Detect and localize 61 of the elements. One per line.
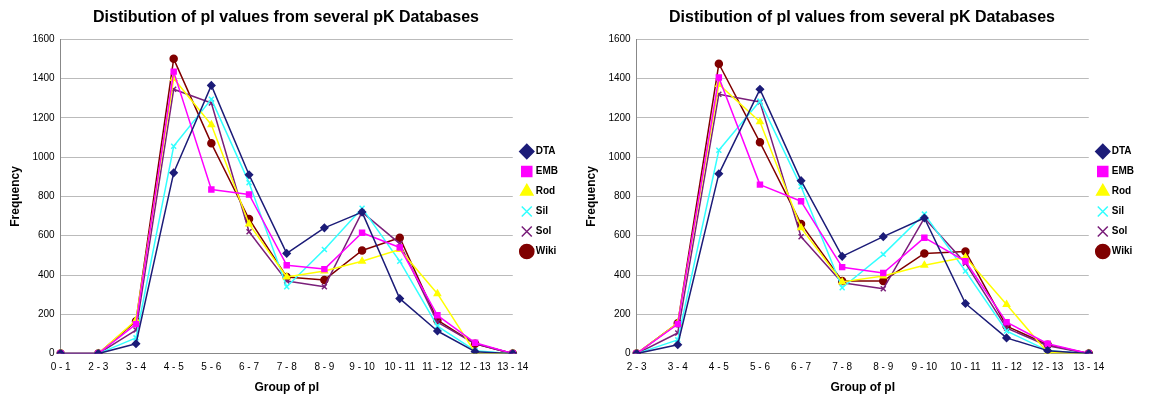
y-tick-label: 600 (37, 229, 56, 241)
x-tick-label: 0 - 1 (50, 361, 72, 373)
x-tick-label: 13 - 14 (1073, 361, 1105, 373)
x-tick-label: 6 - 7 (239, 361, 260, 373)
y-axis-title: Frequency (7, 165, 22, 227)
y-tick-label: 1000 (32, 150, 56, 162)
y-tick-label: 1400 (32, 72, 56, 84)
x-tick-label: 8 - 9 (873, 361, 894, 373)
y-tick-label: 0 (49, 347, 56, 359)
x-tick-label: 10 - 11 (950, 361, 982, 373)
legend-label: Sol (1111, 225, 1128, 237)
x-tick-label: 4 - 5 (708, 361, 730, 373)
x-tick-label: 5 - 6 (749, 361, 771, 373)
x-tick-label: 9 - 10 (349, 361, 376, 373)
y-tick-label: 400 (37, 268, 56, 280)
y-tick-label: 1000 (608, 150, 632, 162)
chart-title: Distibution of pI values from several pK Databases (669, 8, 1056, 26)
legend-label: Rod (535, 185, 556, 197)
x-axis-title: Group of pI (830, 380, 896, 395)
x-tick-label: 3 - 4 (667, 361, 689, 373)
y-tick-label: 1200 (608, 111, 632, 123)
x-tick-label: 9 - 10 (911, 361, 938, 373)
y-tick-label: 800 (613, 190, 632, 202)
legend-label: EMB (1111, 165, 1135, 177)
y-tick-label: 1600 (608, 32, 632, 44)
x-tick-label: 3 - 4 (125, 361, 147, 373)
y-tick-label: 200 (37, 308, 56, 320)
y-tick-label: 600 (613, 229, 632, 241)
x-tick-label: 6 - 7 (791, 361, 812, 373)
chart-title: Distibution of pI values from several pK Databases (93, 8, 480, 26)
y-tick-label: 1600 (32, 32, 56, 44)
y-tick-label: 1400 (608, 72, 632, 84)
legend-label: DTA (1111, 145, 1132, 157)
y-tick-label: 200 (613, 308, 632, 320)
legend-label: Sil (1111, 205, 1125, 217)
x-tick-label: 7 - 8 (832, 361, 853, 373)
y-tick-label: 400 (613, 268, 632, 280)
y-tick-label: 0 (625, 347, 632, 359)
x-tick-label: 5 - 6 (201, 361, 222, 373)
x-tick-label: 12 - 13 (459, 361, 492, 373)
y-axis-title: Frequency (583, 165, 598, 227)
legend-label: Sol (535, 225, 552, 237)
x-tick-label: 13 - 14 (497, 361, 529, 373)
y-tick-label: 1200 (32, 111, 56, 123)
x-tick-label: 10 - 11 (384, 361, 416, 373)
legend-label: DTA (535, 145, 556, 157)
legend-label: EMB (535, 165, 559, 177)
x-tick-label: 11 - 12 (991, 361, 1023, 373)
x-tick-label: 7 - 8 (276, 361, 298, 373)
x-tick-label: 2 - 3 (626, 361, 648, 373)
y-tick-label: 800 (37, 190, 56, 202)
x-axis-title: Group of pI (254, 380, 320, 395)
legend-label: Rod (1111, 185, 1132, 197)
x-tick-label: 4 - 5 (163, 361, 185, 373)
legend-label: Sil (535, 205, 549, 217)
legend-label: Wiki (535, 245, 557, 257)
legend-label: Wiki (1111, 245, 1133, 257)
x-tick-label: 8 - 9 (314, 361, 335, 373)
x-tick-label: 2 - 3 (88, 361, 109, 373)
x-tick-label: 12 - 13 (1032, 361, 1064, 373)
x-tick-label: 11 - 12 (422, 361, 454, 373)
